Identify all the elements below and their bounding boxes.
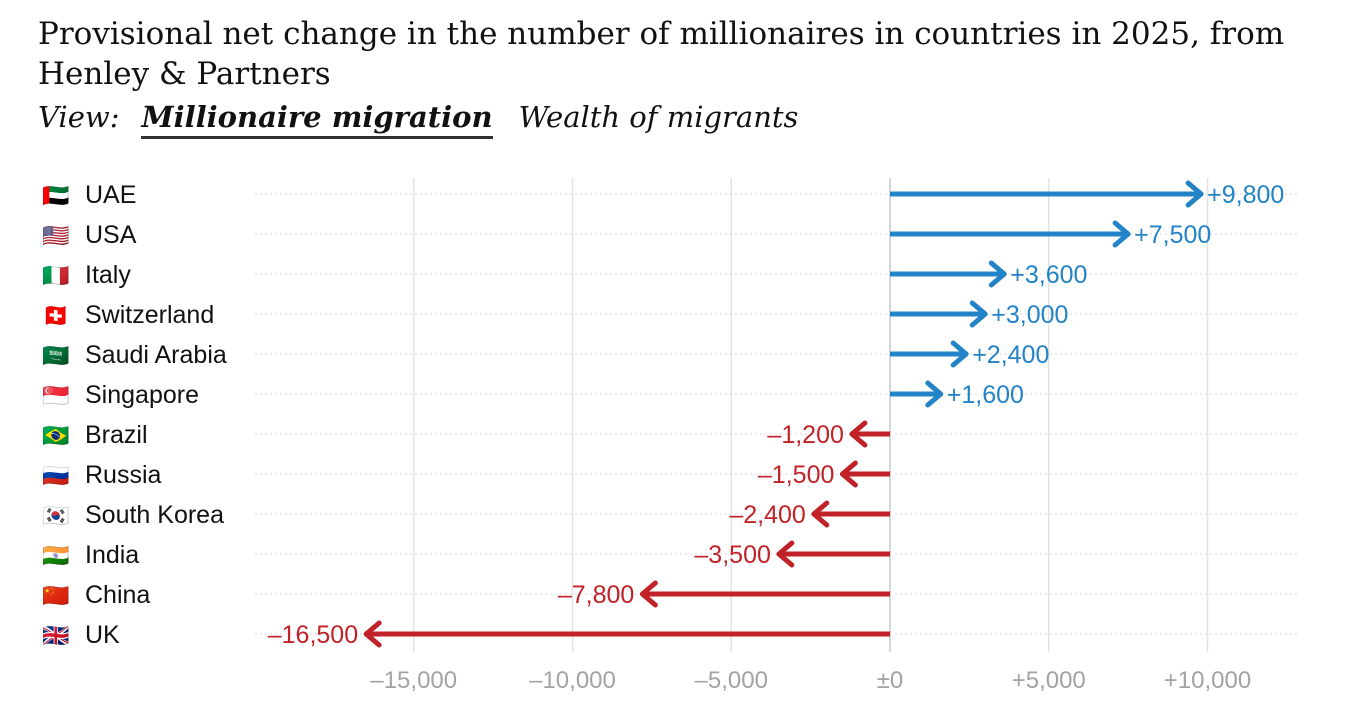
bar-row: 🇨🇳 China –7,800 <box>42 580 890 609</box>
data-label: –1,500 <box>758 461 834 489</box>
country-label: South Korea <box>85 501 224 529</box>
arrow-head <box>363 620 382 648</box>
rows-layer: 🇦🇪 UAE +9,800 🇺🇸 USA +7,500 🇮🇹 Italy +3,600 🇨🇭 Swi… <box>42 180 1284 649</box>
flag-icon: 🇷🇺 <box>42 463 69 488</box>
flag-icon: 🇮🇳 <box>42 543 69 568</box>
arrow-head <box>849 420 868 448</box>
flag-icon: 🇬🇧 <box>42 623 69 648</box>
x-tick-label: –10,000 <box>529 667 616 694</box>
flag-icon: 🇨🇳 <box>42 583 69 608</box>
view-label: View: <box>38 100 120 134</box>
arrow-head <box>1185 180 1204 208</box>
data-label: +1,600 <box>947 381 1024 409</box>
data-label: +2,400 <box>972 341 1049 369</box>
bar-row: 🇬🇧 UK –16,500 <box>42 620 890 649</box>
data-label: +7,500 <box>1134 221 1211 249</box>
flag-icon: 🇦🇪 <box>42 183 69 208</box>
country-label: China <box>85 581 150 609</box>
flag-icon: 🇸🇬 <box>42 383 69 408</box>
arrow-head <box>811 500 830 528</box>
bar-row: 🇮🇳 India –3,500 <box>42 540 890 569</box>
bar-row: 🇨🇭 Switzerland +3,000 <box>42 300 1068 329</box>
flag-icon: 🇮🇹 <box>42 263 69 288</box>
arrow-head <box>776 540 795 568</box>
country-label: India <box>85 541 139 569</box>
country-label: Switzerland <box>85 301 214 329</box>
x-tick-label: –5,000 <box>695 667 768 694</box>
x-tick-label: +5,000 <box>1012 667 1086 694</box>
country-label: UAE <box>85 181 136 209</box>
country-label: Russia <box>85 461 162 489</box>
country-label: Brazil <box>85 421 148 449</box>
arrow-head <box>950 340 969 368</box>
data-label: –1,200 <box>767 421 843 449</box>
country-label: UK <box>85 621 120 649</box>
bar-row: 🇮🇹 Italy +3,600 <box>42 260 1087 289</box>
bar-row: 🇰🇷 South Korea –2,400 <box>42 500 890 529</box>
x-axis: –15,000 –10,000 –5,000 ±0 +5,000 +10,000 <box>370 667 1251 694</box>
data-label: –16,500 <box>268 621 358 649</box>
chart-title: Provisional net change in the number of … <box>38 16 1285 92</box>
arrow-head <box>839 460 858 488</box>
country-label: USA <box>85 221 137 249</box>
data-label: –7,800 <box>558 581 634 609</box>
flag-icon: 🇺🇸 <box>42 223 69 248</box>
arrow-head <box>639 580 658 608</box>
country-label: Italy <box>85 261 131 289</box>
flag-icon: 🇨🇭 <box>42 303 69 328</box>
bar-row: 🇦🇪 UAE +9,800 <box>42 180 1284 209</box>
data-label: +3,600 <box>1010 261 1087 289</box>
view-option-wealth-of-migrants[interactable]: Wealth of migrants <box>518 100 799 134</box>
data-label: +9,800 <box>1207 181 1284 209</box>
bar-row: 🇸🇬 Singapore +1,600 <box>42 380 1024 409</box>
arrow-head <box>969 300 988 328</box>
view-switcher: View: Millionaire migration Wealth of mi… <box>38 100 824 140</box>
country-label: Saudi Arabia <box>85 341 227 369</box>
arrow-head <box>925 380 944 408</box>
view-option-millionaire-migration[interactable]: Millionaire migration <box>141 100 493 139</box>
arrow-head <box>988 260 1007 288</box>
bar-row: 🇧🇷 Brazil –1,200 <box>42 420 890 449</box>
grid-layer <box>255 178 1298 652</box>
country-label: Singapore <box>85 381 199 409</box>
data-label: +3,000 <box>991 301 1068 329</box>
flag-icon: 🇧🇷 <box>42 423 69 448</box>
data-label: –2,400 <box>729 501 805 529</box>
arrow-head <box>1112 220 1131 248</box>
x-tick-label: +10,000 <box>1164 667 1251 694</box>
bar-row: 🇷🇺 Russia –1,500 <box>42 460 890 489</box>
x-tick-label: ±0 <box>877 667 904 694</box>
flag-icon: 🇸🇦 <box>42 343 69 368</box>
flag-icon: 🇰🇷 <box>42 503 69 528</box>
x-tick-label: –15,000 <box>370 667 457 694</box>
data-label: –3,500 <box>694 541 770 569</box>
bar-row: 🇺🇸 USA +7,500 <box>42 220 1211 249</box>
bar-row: 🇸🇦 Saudi Arabia +2,400 <box>42 340 1049 369</box>
